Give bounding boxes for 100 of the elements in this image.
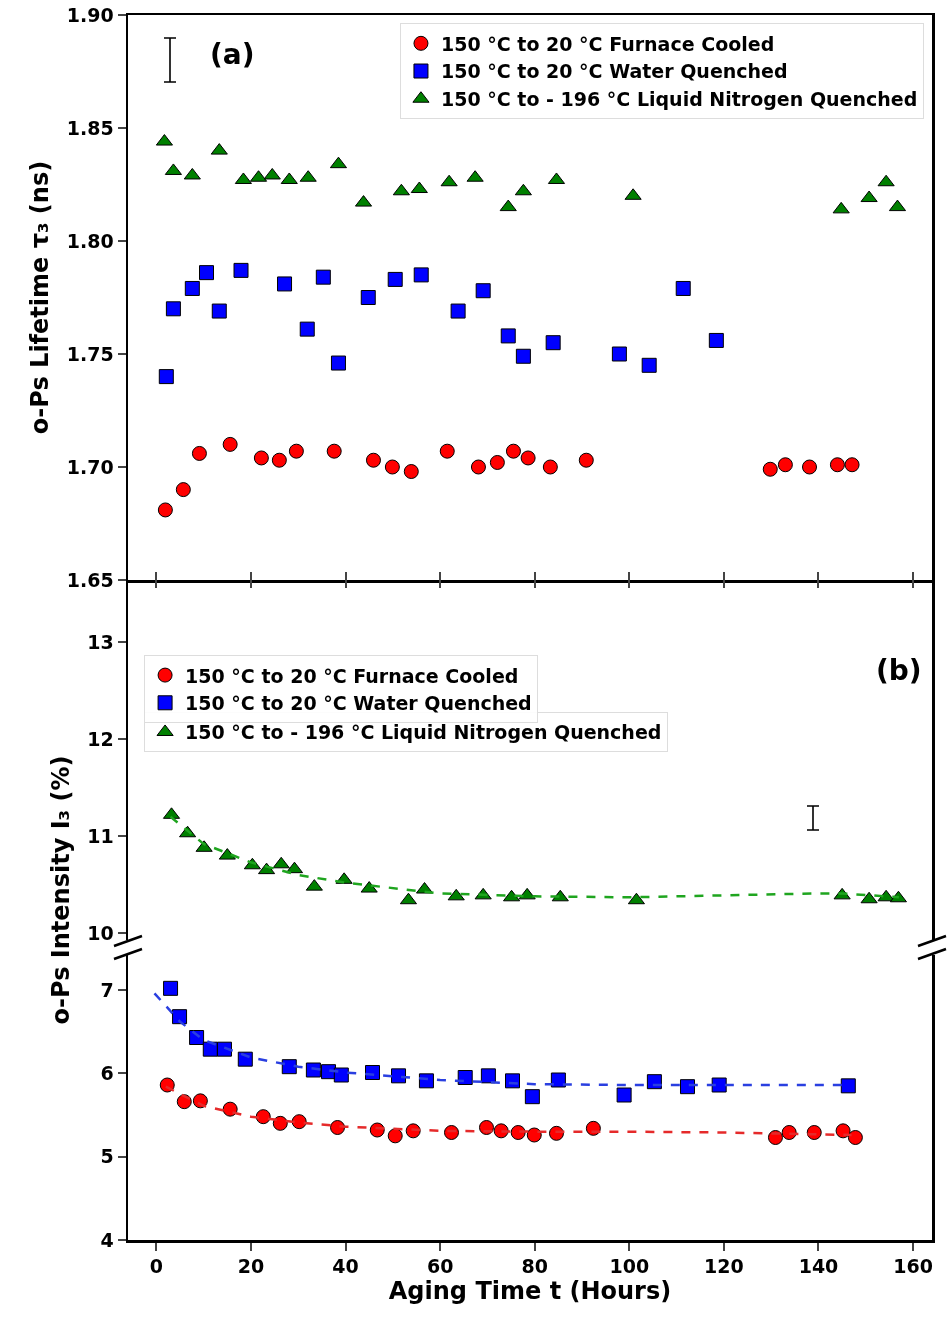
x-tick-label: 140	[798, 1255, 839, 1278]
point	[439, 443, 455, 459]
point	[550, 1072, 566, 1088]
x-tick-label: 20	[237, 1255, 265, 1278]
point	[480, 1068, 496, 1084]
point	[520, 450, 536, 466]
y-axis-title: o-Ps Lifetime τ₃ (ns)	[25, 160, 54, 435]
y-tick-label: 1.65	[66, 568, 114, 591]
point	[403, 464, 419, 480]
legend-label: 150 °C to 20 °C Water Quenched	[185, 692, 532, 715]
point	[272, 856, 290, 869]
point	[281, 1059, 297, 1075]
point	[524, 1089, 540, 1105]
point	[457, 1070, 473, 1085]
x-tick-label: 80	[521, 1255, 548, 1278]
y-tick-label: 1.75	[66, 342, 114, 365]
point	[175, 482, 191, 498]
point	[387, 271, 403, 287]
point	[158, 369, 174, 385]
x-axis-title: Aging Time t (Hours)	[388, 1277, 672, 1306]
point	[387, 1128, 403, 1144]
point	[499, 199, 517, 212]
point	[413, 267, 429, 283]
point	[211, 303, 227, 319]
point	[611, 346, 627, 362]
point	[545, 335, 561, 351]
point	[844, 457, 860, 473]
point	[505, 443, 521, 459]
point	[216, 1041, 232, 1057]
point	[299, 321, 315, 337]
point	[391, 1068, 407, 1084]
y-axis-title: o-Ps Intensity I₃ (%)	[47, 755, 76, 1025]
x-tick-label: 120	[704, 1255, 744, 1278]
y-tick-label: 5	[100, 1145, 114, 1168]
y-tick-label: 13	[87, 630, 114, 653]
y-tick-label: 11	[87, 824, 114, 847]
y-tick-label: 12	[87, 727, 114, 750]
point	[518, 887, 536, 900]
point	[578, 452, 594, 468]
point	[470, 459, 486, 475]
point	[191, 445, 207, 461]
point	[500, 328, 516, 344]
point	[365, 452, 381, 468]
point	[199, 265, 215, 281]
point	[616, 1087, 632, 1103]
point	[326, 443, 342, 459]
point	[450, 303, 466, 319]
y-tick-label: 7	[100, 978, 114, 1001]
point	[392, 183, 410, 196]
point	[802, 459, 818, 475]
point	[184, 280, 200, 296]
y-tick-label: 10	[87, 921, 114, 944]
point	[840, 1078, 856, 1094]
point	[627, 892, 645, 905]
point	[475, 283, 491, 299]
x-tick-label: 40	[332, 1255, 359, 1278]
point	[410, 181, 428, 194]
point	[711, 1077, 727, 1093]
point	[330, 355, 346, 371]
point	[255, 1109, 271, 1125]
point	[183, 167, 201, 180]
x-tick-label: 100	[609, 1255, 650, 1278]
point	[157, 502, 173, 518]
point	[330, 1120, 346, 1135]
point	[646, 1074, 662, 1090]
point	[675, 280, 691, 296]
point	[440, 174, 458, 187]
annotation: (a)	[210, 38, 255, 71]
point	[333, 1067, 349, 1083]
point	[271, 452, 287, 468]
point	[384, 459, 400, 475]
point	[641, 357, 657, 373]
point	[253, 450, 269, 466]
point	[679, 1079, 695, 1095]
point	[832, 201, 850, 214]
point	[272, 1115, 288, 1131]
point	[860, 190, 878, 203]
legend-label: 150 °C to - 196 °C Liquid Nitrogen Quenched	[185, 721, 662, 744]
point	[762, 461, 778, 477]
point	[277, 276, 293, 292]
legend-label: 150 °C to 20 °C Water Quenched	[440, 60, 788, 83]
x-tick-label: 160	[893, 1255, 933, 1278]
point	[847, 1130, 863, 1145]
point	[172, 1009, 188, 1025]
point	[165, 301, 181, 317]
y-tick-label: 4	[100, 1228, 114, 1251]
point	[877, 174, 895, 187]
legend-label: 150 °C to 20 °C Furnace Cooled	[440, 32, 775, 55]
point	[860, 891, 878, 904]
point	[489, 454, 505, 470]
x-tick-label: 60	[426, 1255, 454, 1278]
point	[835, 1123, 851, 1139]
y-tick-label: 1.90	[66, 3, 114, 26]
point	[526, 1127, 542, 1143]
point	[233, 262, 249, 278]
point	[263, 167, 281, 180]
y-tick-label: 1.70	[66, 455, 114, 478]
point	[222, 436, 238, 452]
point	[447, 888, 465, 901]
annotation: (b)	[876, 654, 922, 687]
